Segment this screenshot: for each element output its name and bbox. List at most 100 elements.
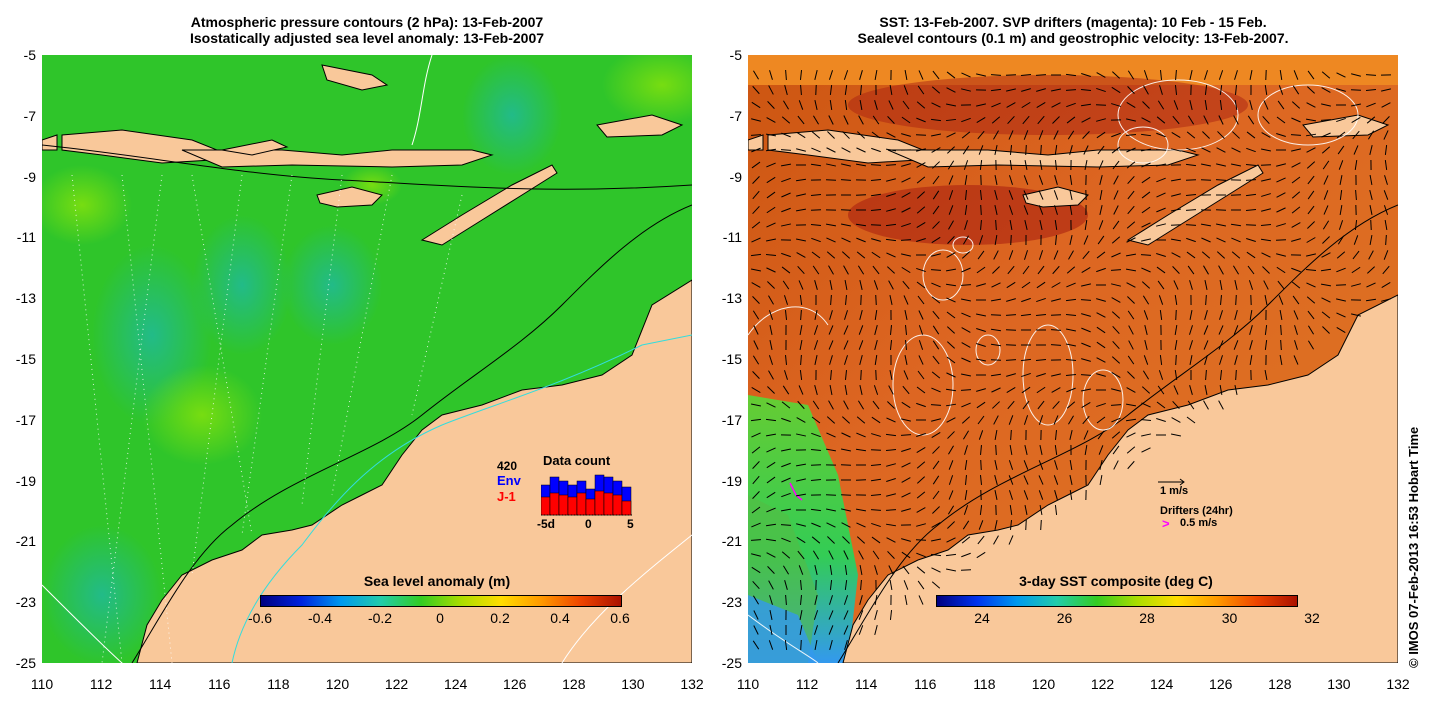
velocity-arrow bbox=[1111, 146, 1121, 154]
velocity-arrow bbox=[1025, 519, 1027, 531]
velocity-arrow bbox=[990, 343, 1002, 347]
velocity-arrow bbox=[768, 295, 774, 305]
velocity-arrow bbox=[841, 522, 851, 528]
velocity-arrow bbox=[1156, 207, 1166, 213]
velocity-arrow bbox=[916, 446, 926, 454]
velocity-arrow bbox=[828, 325, 834, 335]
velocity-arrow bbox=[889, 579, 893, 591]
velocity-arrow bbox=[947, 160, 955, 170]
velocity-arrow bbox=[1069, 459, 1073, 471]
left-lon-tick-110: 110 bbox=[30, 676, 54, 692]
velocity-arrow bbox=[1338, 220, 1344, 230]
velocity-arrow bbox=[994, 175, 998, 185]
velocity-arrow bbox=[766, 267, 776, 273]
velocity-arrow bbox=[947, 146, 955, 154]
velocity-arrow bbox=[812, 550, 820, 560]
velocity-arrow bbox=[917, 295, 925, 305]
velocity-arrow bbox=[1141, 176, 1151, 184]
velocity-arrow bbox=[946, 71, 956, 79]
velocity-arrow bbox=[843, 550, 849, 560]
velocity-arrow bbox=[751, 221, 761, 229]
velocity-arrow bbox=[1382, 265, 1390, 275]
velocity-arrow bbox=[1126, 282, 1136, 288]
velocity-arrow bbox=[1021, 281, 1031, 289]
velocity-arrow bbox=[810, 479, 822, 481]
velocity-arrow bbox=[766, 206, 776, 214]
velocity-arrow bbox=[1249, 325, 1253, 335]
left-cbar-tick-4: 0.2 bbox=[490, 610, 510, 626]
velocity-arrow bbox=[781, 116, 791, 124]
velocity-arrow bbox=[799, 369, 803, 381]
velocity-arrow bbox=[1066, 102, 1076, 108]
velocity-arrow bbox=[946, 103, 956, 107]
left-lon-tick-118: 118 bbox=[267, 676, 290, 692]
velocity-arrow bbox=[978, 430, 984, 440]
inset-xtick-1: 0 bbox=[585, 517, 592, 531]
velocity-arrow bbox=[768, 355, 774, 365]
velocity-arrow bbox=[1249, 340, 1253, 350]
velocity-arrow bbox=[916, 491, 926, 499]
velocity-arrow bbox=[932, 460, 940, 470]
velocity-key-label: 1 m/s bbox=[1160, 485, 1189, 497]
velocity-arrow bbox=[765, 253, 777, 257]
velocity-arrow bbox=[1008, 460, 1014, 470]
velocity-arrow bbox=[916, 162, 926, 168]
velocity-arrow bbox=[1142, 370, 1150, 380]
velocity-arrow bbox=[948, 190, 954, 200]
velocity-arrow bbox=[1023, 475, 1029, 485]
velocity-arrow bbox=[1025, 144, 1027, 156]
velocity-arrow bbox=[769, 340, 773, 350]
velocity-arrow bbox=[1276, 207, 1286, 213]
velocity-arrow bbox=[1096, 373, 1106, 377]
velocity-arrow bbox=[874, 340, 878, 350]
velocity-arrow bbox=[752, 296, 760, 304]
velocity-arrow bbox=[902, 100, 910, 110]
velocity-arrow bbox=[782, 385, 790, 395]
velocity-arrow bbox=[814, 565, 818, 575]
velocity-arrow bbox=[1097, 235, 1105, 245]
velocity-arrow bbox=[1264, 324, 1268, 336]
velocity-arrow bbox=[1336, 267, 1346, 273]
velocity-arrow bbox=[945, 118, 957, 122]
velocity-arrow bbox=[961, 267, 971, 273]
velocity-arrow bbox=[1141, 206, 1151, 214]
velocity-arrow bbox=[810, 448, 822, 452]
velocity-arrow bbox=[1009, 219, 1013, 231]
left-map-canvas bbox=[42, 55, 692, 663]
velocity-arrow bbox=[768, 310, 774, 320]
velocity-arrow bbox=[752, 580, 760, 590]
velocity-arrow bbox=[1351, 283, 1361, 287]
velocity-arrow bbox=[1141, 238, 1151, 242]
velocity-arrow bbox=[1052, 116, 1060, 124]
velocity-arrow bbox=[871, 416, 881, 424]
velocity-arrow bbox=[994, 460, 998, 470]
velocity-arrow bbox=[765, 148, 777, 152]
velocity-arrow bbox=[1008, 535, 1014, 545]
velocity-arrow bbox=[1081, 342, 1091, 348]
inset-j1-bar bbox=[603, 492, 614, 516]
velocity-arrow bbox=[916, 237, 926, 243]
velocity-arrow bbox=[1321, 297, 1331, 303]
velocity-arrow bbox=[1084, 159, 1088, 171]
velocity-arrow bbox=[1081, 388, 1091, 392]
velocity-arrow bbox=[810, 194, 822, 196]
left-lat-tick--15: -15 bbox=[15, 351, 36, 367]
inset-j1-bar bbox=[585, 498, 596, 516]
velocity-arrow bbox=[844, 355, 848, 365]
velocity-arrow bbox=[1262, 266, 1270, 274]
velocity-arrow bbox=[1321, 311, 1331, 319]
velocity-arrow bbox=[993, 250, 999, 260]
velocity-arrow bbox=[1141, 281, 1151, 289]
velocity-arrow bbox=[1156, 401, 1166, 409]
velocity-arrow bbox=[1384, 175, 1388, 185]
velocity-arrow bbox=[751, 387, 761, 393]
velocity-arrow bbox=[1219, 310, 1223, 320]
velocity-arrow bbox=[1096, 298, 1106, 302]
velocity-arrow bbox=[901, 492, 911, 498]
velocity-arrow bbox=[1367, 266, 1375, 274]
velocity-arrow bbox=[1143, 70, 1149, 80]
velocity-arrow bbox=[916, 386, 926, 394]
velocity-arrow bbox=[1174, 84, 1178, 96]
velocity-arrow bbox=[1023, 415, 1029, 425]
velocity-arrow bbox=[856, 522, 866, 528]
